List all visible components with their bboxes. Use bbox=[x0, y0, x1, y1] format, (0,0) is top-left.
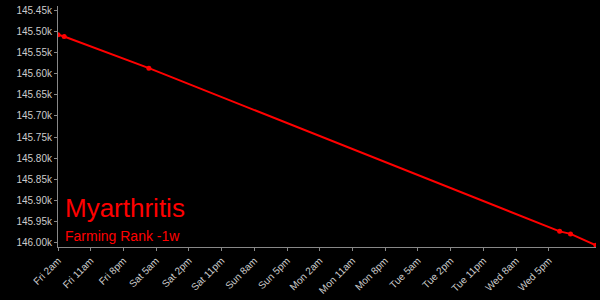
svg-text:Mon 2am: Mon 2am bbox=[287, 255, 324, 292]
svg-text:145.90k: 145.90k bbox=[16, 195, 53, 206]
svg-text:146.00k: 146.00k bbox=[16, 237, 53, 248]
svg-text:Tue 5am: Tue 5am bbox=[387, 255, 422, 290]
svg-text:145.65k: 145.65k bbox=[16, 89, 53, 100]
svg-text:Sat 2pm: Sat 2pm bbox=[160, 255, 194, 289]
svg-text:Tue 2pm: Tue 2pm bbox=[420, 255, 455, 290]
svg-text:Sat 5am: Sat 5am bbox=[127, 255, 161, 289]
svg-text:Farming Rank -1w: Farming Rank -1w bbox=[65, 228, 180, 244]
svg-text:Wed 5pm: Wed 5pm bbox=[516, 255, 554, 293]
svg-text:Sun 5pm: Sun 5pm bbox=[256, 255, 292, 291]
svg-text:Fri 11am: Fri 11am bbox=[61, 255, 96, 290]
svg-text:145.45k: 145.45k bbox=[16, 5, 53, 16]
svg-text:Sun 8am: Sun 8am bbox=[223, 255, 259, 291]
svg-text:Myarthritis: Myarthritis bbox=[65, 193, 185, 223]
svg-text:Mon 11am: Mon 11am bbox=[317, 255, 358, 296]
svg-text:Fri 2am: Fri 2am bbox=[31, 255, 63, 287]
svg-text:145.55k: 145.55k bbox=[16, 47, 53, 58]
svg-text:Wed 8am: Wed 8am bbox=[483, 255, 521, 293]
svg-text:145.70k: 145.70k bbox=[16, 110, 53, 121]
svg-text:145.75k: 145.75k bbox=[16, 132, 53, 143]
svg-text:145.60k: 145.60k bbox=[16, 68, 53, 79]
svg-text:Tue 11pm: Tue 11pm bbox=[449, 255, 488, 294]
svg-text:Mon 8pm: Mon 8pm bbox=[353, 255, 390, 292]
svg-text:145.80k: 145.80k bbox=[16, 153, 53, 164]
svg-text:145.85k: 145.85k bbox=[16, 174, 53, 185]
svg-text:Fri 8pm: Fri 8pm bbox=[97, 255, 129, 287]
svg-text:145.95k: 145.95k bbox=[16, 216, 53, 227]
svg-text:145.50k: 145.50k bbox=[16, 26, 53, 37]
svg-text:Sat 11pm: Sat 11pm bbox=[189, 255, 227, 293]
